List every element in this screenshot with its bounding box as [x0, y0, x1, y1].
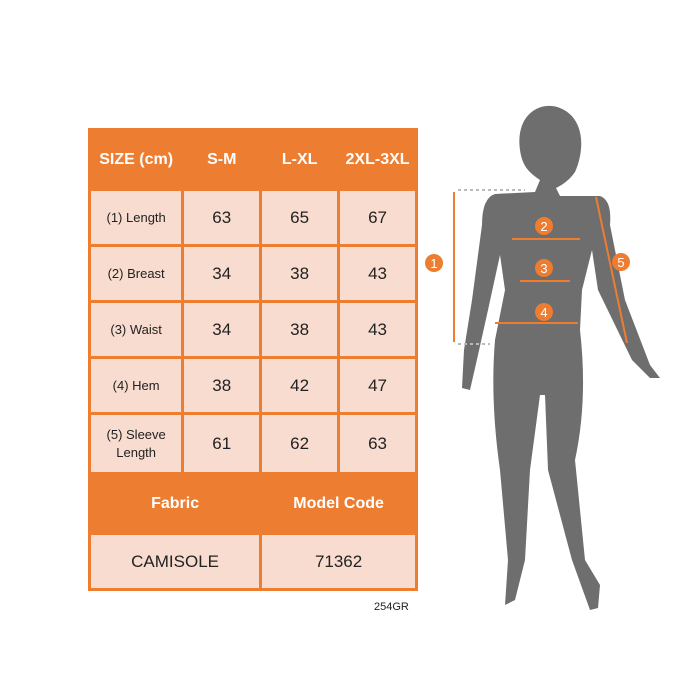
row-label: (3) Waist [87, 300, 185, 359]
row-label: (2) Breast [87, 244, 185, 303]
table-row: (1) Length 63 65 67 [87, 188, 418, 247]
size-table: SIZE (cm) S-M L-XL 2XL-3XL (1) Length 63 6… [87, 128, 418, 591]
header-s-m: S-M [181, 128, 263, 191]
table-row: (3) Waist 34 38 43 [87, 300, 418, 359]
fabric-header-row: Fabric Model Code [87, 472, 418, 535]
marker-4: 4 [540, 305, 547, 320]
silhouette-figure [462, 105, 660, 611]
marker-1: 1 [430, 256, 437, 271]
cell: 38 [259, 300, 341, 359]
header-size: SIZE (cm) [87, 128, 185, 191]
cell: 67 [337, 188, 418, 247]
table-row: (5) Sleeve Length 61 62 63 [87, 412, 418, 475]
fabric-header: Fabric [87, 472, 263, 535]
table-row: (2) Breast 34 38 43 [87, 244, 418, 303]
row-label: (1) Length [87, 188, 185, 247]
cell: 65 [259, 188, 341, 247]
cell: 42 [259, 356, 341, 415]
model-code-value: 71362 [259, 532, 418, 591]
cell: 38 [259, 244, 341, 303]
table-row: (4) Hem 38 42 47 [87, 356, 418, 415]
cell: 62 [259, 412, 341, 475]
fabric-row: CAMISOLE 71362 [87, 532, 418, 591]
cell: 38 [181, 356, 263, 415]
cell: 43 [337, 244, 418, 303]
header-l-xl: L-XL [259, 128, 341, 191]
model-code-header: Model Code [259, 472, 418, 535]
marker-3: 3 [540, 261, 547, 276]
cell: 63 [337, 412, 418, 475]
sleeve-arrow [595, 196, 628, 344]
marker-5: 5 [617, 255, 624, 270]
cell: 63 [181, 188, 263, 247]
cell: 34 [181, 244, 263, 303]
row-label: (4) Hem [87, 356, 185, 415]
body-silhouette: 1 2 3 4 5 [425, 105, 660, 611]
cell: 34 [181, 300, 263, 359]
row-label: (5) Sleeve Length [87, 412, 185, 475]
cell: 61 [181, 412, 263, 475]
cell: 47 [337, 356, 418, 415]
product-code: 254GR [374, 601, 409, 613]
table-header: SIZE (cm) S-M L-XL 2XL-3XL [87, 128, 418, 191]
header-2xl-3xl: 2XL-3XL [337, 128, 418, 191]
cell: 43 [337, 300, 418, 359]
fabric-value: CAMISOLE [87, 532, 263, 591]
marker-2: 2 [540, 219, 547, 234]
